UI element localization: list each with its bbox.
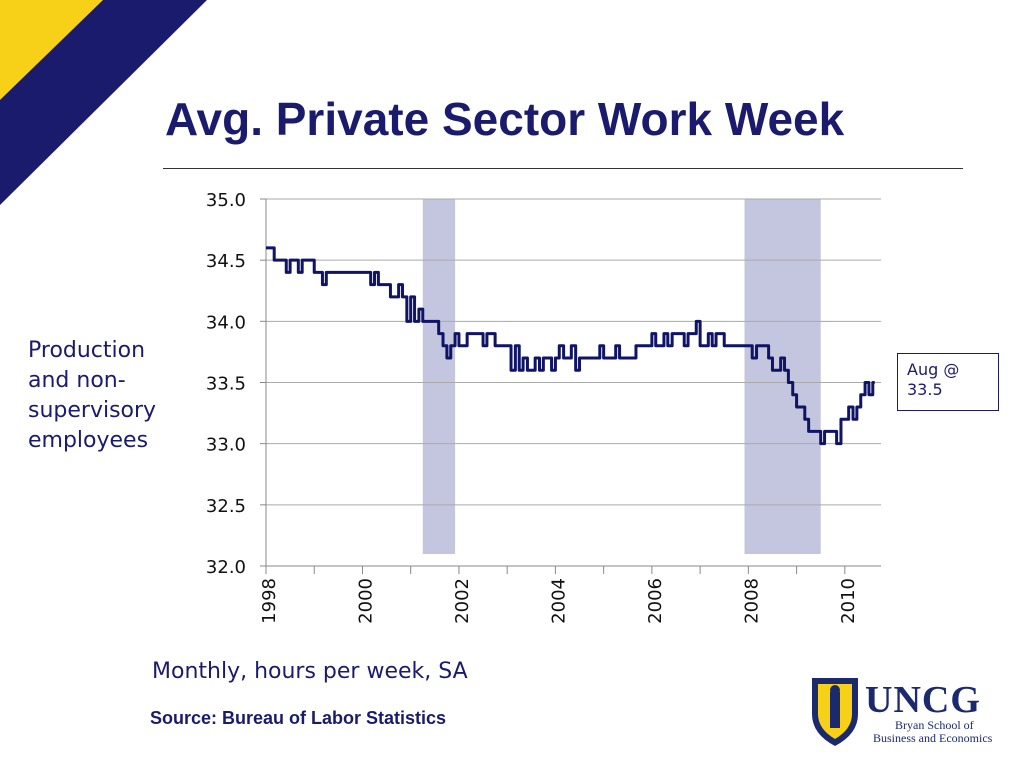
x-tick-label: 2004: [548, 578, 569, 624]
x-tick-label: 2002: [452, 578, 473, 624]
logo-school-line2: Business and Economics: [873, 731, 993, 745]
x-tick-label: 2008: [741, 578, 762, 624]
corner-navy-stripe: [0, 0, 207, 205]
y-tick-label: 33.0: [206, 435, 246, 456]
y-tick-label: 32.0: [206, 557, 246, 578]
slide-title: Avg. Private Sector Work Week: [165, 93, 845, 145]
x-tick-label: 2006: [645, 578, 666, 624]
y-tick-label: 34.0: [206, 312, 246, 333]
logo-wordmark: UNCG: [865, 679, 981, 721]
series-description-label: Production and non-supervisory employees: [28, 338, 157, 453]
recession-band-1: [422, 199, 456, 554]
y-tick-label: 32.5: [206, 496, 246, 517]
chart-units-caption: Monthly, hours per week, SA: [152, 659, 468, 684]
title-divider: [163, 168, 963, 169]
recession-band-2: [744, 199, 821, 554]
logo-figure: [830, 692, 840, 728]
x-tick-label: 1998: [259, 578, 280, 624]
logo-figure-head: [830, 685, 840, 695]
x-tick-label: 2000: [355, 578, 376, 624]
y-tick-label: 34.5: [206, 251, 246, 272]
uncg-logo: [812, 678, 858, 746]
y-tick-label: 33.5: [206, 374, 246, 395]
source-note: Source: Bureau of Labor Statistics: [150, 708, 447, 728]
x-tick-label: 2010: [838, 578, 859, 624]
logo-school-line1: Bryan School of: [895, 718, 974, 732]
y-tick-label: 35.0: [206, 190, 246, 211]
corner-gold-stripe: [0, 0, 103, 100]
corner-stripe-decoration: [0, 0, 207, 205]
latest-value-callout: Aug @ 33.5: [897, 353, 999, 411]
